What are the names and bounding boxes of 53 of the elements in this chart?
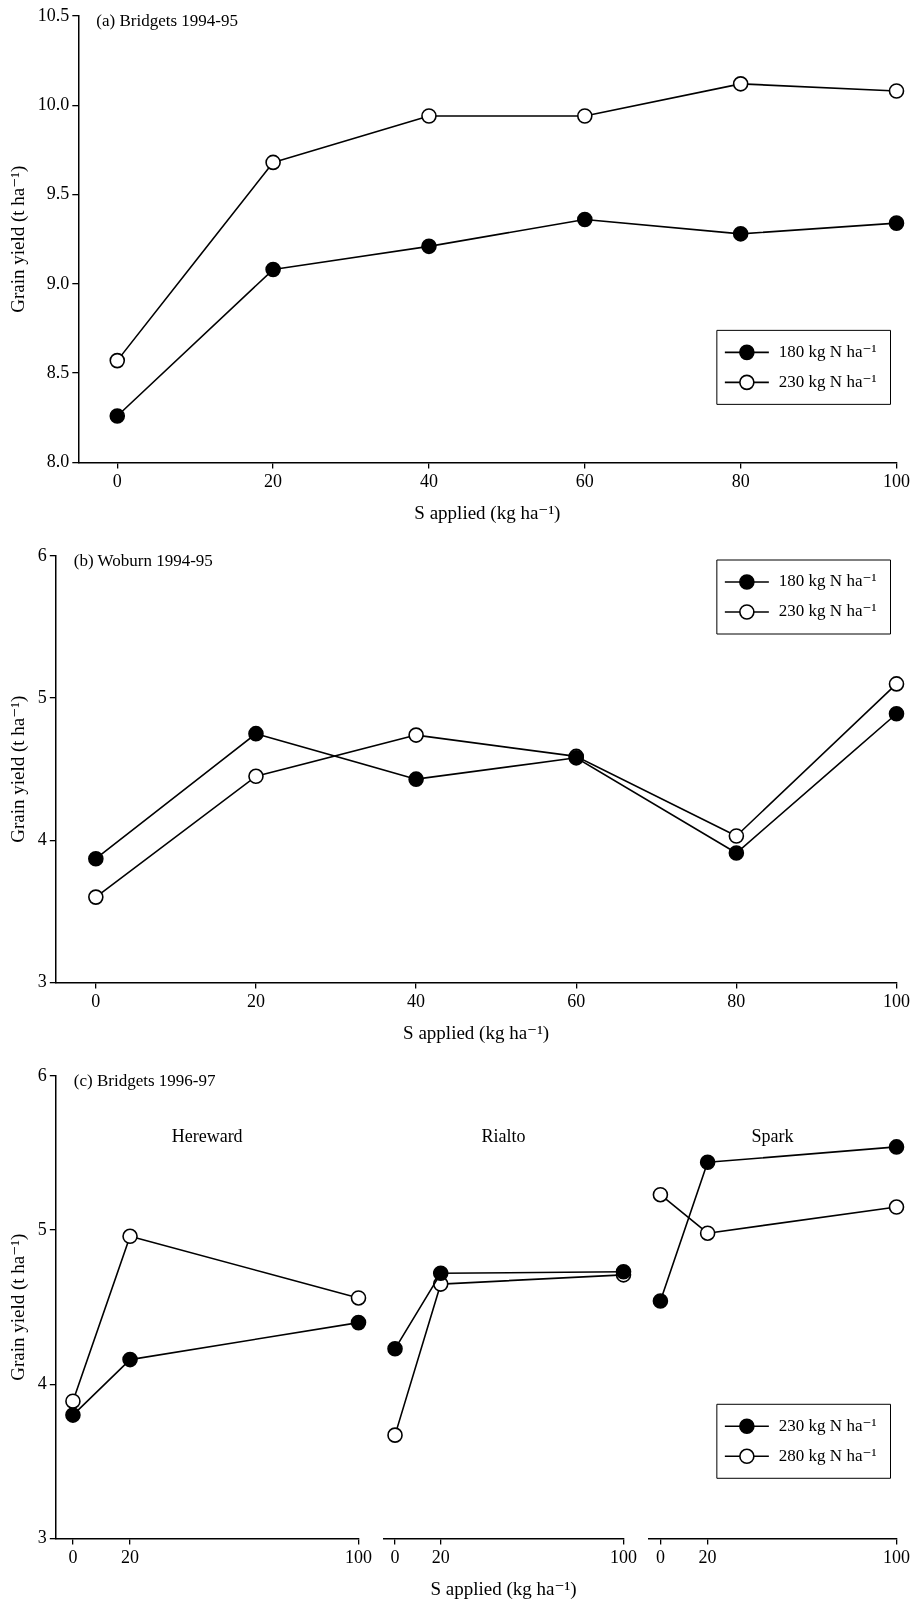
x-tick-label: 100 [883, 1546, 910, 1567]
y-tick-label: 6 [37, 544, 47, 565]
chart-title: (c) Bridgets 1996-97 [73, 1071, 216, 1091]
chart-title: (b) Woburn 1994-95 [73, 551, 213, 571]
x-tick-label: 0 [91, 990, 101, 1011]
y-tick-label: 5 [37, 686, 47, 707]
x-tick-label: 60 [575, 470, 594, 491]
legend-label: 230 kg N ha⁻¹ [778, 1415, 877, 1435]
x-tick-label: 20 [431, 1546, 450, 1567]
x-tick-label: 20 [246, 990, 265, 1011]
y-tick-label: 3 [37, 971, 47, 992]
legend-label: 180 kg N ha⁻¹ [778, 571, 877, 591]
x-tick-label: 20 [264, 470, 283, 491]
x-tick-label: 40 [407, 990, 426, 1011]
legend-label: 180 kg N ha⁻¹ [778, 341, 877, 361]
y-axis-title: Grain yield (t ha⁻¹) [7, 165, 30, 313]
y-tick-label: 3 [37, 1527, 47, 1548]
x-tick-label: 100 [610, 1546, 637, 1567]
y-tick-label: 10.5 [37, 4, 70, 25]
x-tick-label: 80 [731, 470, 750, 491]
x-axis-title: S applied (kg ha⁻¹) [403, 1021, 550, 1044]
x-tick-label: 20 [121, 1546, 140, 1567]
y-tick-label: 4 [37, 1373, 47, 1393]
y-tick-label: 4 [37, 829, 47, 849]
x-tick-label: 0 [655, 1546, 665, 1567]
y-axis-title: Grain yield (t ha⁻¹) [7, 695, 30, 843]
y-tick-label: 6 [37, 1064, 47, 1085]
legend-label: 230 kg N ha⁻¹ [778, 371, 877, 391]
legend-label: 230 kg N ha⁻¹ [778, 601, 877, 621]
annotation: Hereward [171, 1126, 243, 1147]
chart-title: (a) Bridgets 1994-95 [96, 11, 238, 31]
y-tick-label: 10.0 [37, 94, 70, 115]
x-tick-label: 80 [727, 990, 746, 1011]
y-tick-label: 9.5 [46, 183, 70, 204]
x-axis-title: S applied (kg ha⁻¹) [414, 501, 561, 524]
y-tick-label: 5 [37, 1218, 47, 1239]
x-tick-label: 100 [883, 470, 910, 491]
x-tick-label: 0 [112, 470, 122, 491]
y-tick-label: 8.5 [46, 361, 70, 382]
y-tick-label: 8.0 [46, 451, 70, 472]
annotation: Spark [751, 1126, 794, 1147]
x-axis-title: S applied (kg ha⁻¹) [430, 1577, 577, 1600]
x-tick-label: 40 [419, 470, 438, 491]
x-tick-label: 0 [390, 1546, 400, 1567]
x-tick-label: 100 [345, 1546, 372, 1567]
x-tick-label: 20 [698, 1546, 717, 1567]
y-tick-label: 9.0 [46, 272, 70, 293]
x-tick-label: 100 [883, 990, 910, 1011]
legend-label: 280 kg N ha⁻¹ [778, 1445, 877, 1465]
x-tick-label: 60 [567, 990, 586, 1011]
annotation: Rialto [481, 1126, 526, 1147]
y-axis-title: Grain yield (t ha⁻¹) [7, 1233, 30, 1381]
x-tick-label: 0 [68, 1546, 78, 1567]
